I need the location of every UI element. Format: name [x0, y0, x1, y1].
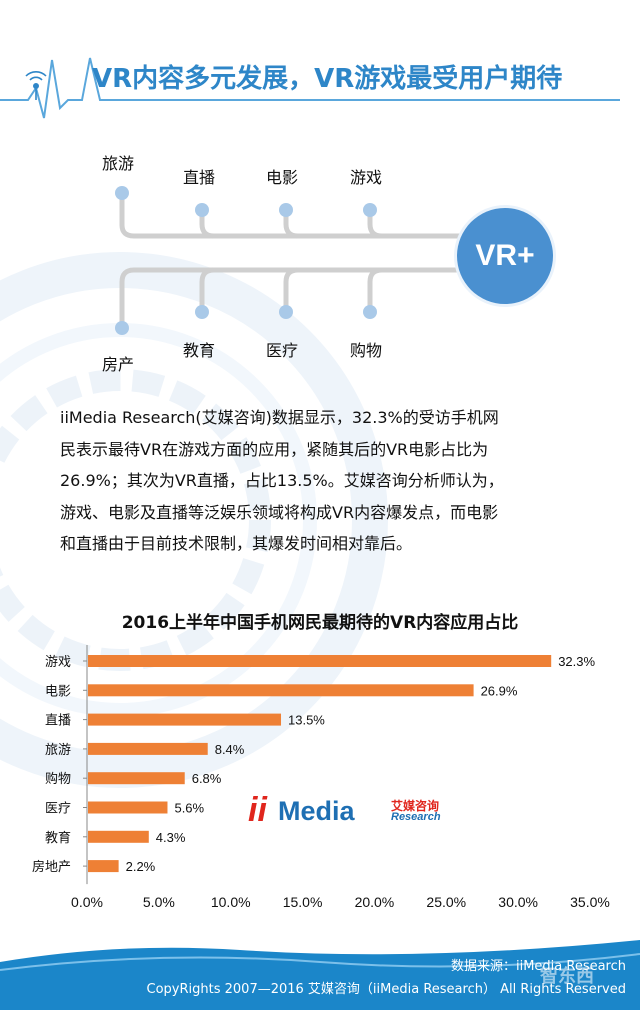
diagram-branch-bottom-3 [283, 267, 301, 315]
paragraph-line: 26.9%；其次为VR直播，占比13.5%。艾媒咨询分析师认为， [60, 471, 504, 490]
value-label: 26.9% [481, 683, 518, 698]
node-label-travel: 旅游 [102, 154, 135, 173]
bar [88, 713, 282, 726]
x-tick-label: 15.0% [283, 894, 323, 910]
diagram-branch-top-4 [367, 207, 385, 239]
value-label: 13.5% [288, 713, 325, 728]
category-label: 电影 [45, 684, 71, 699]
diagram-branch-bottom-4 [367, 267, 385, 315]
category-label: 医疗 [45, 802, 71, 817]
diagram-branch-top-3 [283, 207, 301, 239]
category-label: 购物 [45, 771, 71, 787]
node-dot-travel [115, 186, 129, 200]
watermark: 智东西 [540, 966, 594, 987]
x-tick-label: 25.0% [426, 894, 466, 910]
node-label-game: 游戏 [350, 168, 383, 187]
category-label: 游戏 [45, 655, 71, 670]
x-tick-label: 5.0% [143, 894, 175, 910]
vr-hub-circle: VR+ [457, 208, 553, 304]
logo-media: Media [278, 796, 355, 826]
logo-ii: ii [248, 791, 267, 829]
x-tick-label: 0.0% [71, 894, 103, 910]
node-dot-movie [279, 203, 293, 217]
node-label-realestate: 房产 [102, 355, 135, 374]
logo-cn: 艾媒咨询 [391, 799, 440, 813]
node-dot-live [195, 203, 209, 217]
copyright: CopyRights 2007—2016 艾媒咨询（iiMedia Resear… [146, 982, 626, 997]
node-dot-realestate [115, 321, 129, 335]
value-label: 6.8% [192, 771, 222, 786]
x-tick-label: 35.0% [570, 894, 610, 910]
chart-title: 2016上半年中国手机网民最期待的VR内容应用占比 [121, 613, 519, 633]
diagram-branch-top-2 [199, 207, 217, 239]
value-label: 4.3% [156, 830, 186, 845]
bar [88, 742, 208, 755]
diagram-trunk-top [119, 192, 463, 239]
diagram-trunk-bottom [119, 267, 463, 331]
paragraph-line: iiMedia Research(艾媒咨询)数据显示，32.3%的受访手机网 [60, 408, 499, 427]
node-label-shopping: 购物 [350, 341, 383, 360]
bar [88, 684, 474, 697]
bar [88, 860, 119, 873]
node-dot-education [195, 305, 209, 319]
category-label: 房地产 [32, 859, 71, 875]
node-dot-shopping [363, 305, 377, 319]
node-label-education: 教育 [183, 341, 216, 360]
bar [88, 772, 185, 785]
x-tick-label: 10.0% [211, 894, 251, 910]
node-label-movie: 电影 [266, 168, 299, 187]
x-tick-label: 30.0% [498, 894, 538, 910]
category-label: 旅游 [45, 743, 71, 758]
page-title: VR内容多元发展，VR游戏最受用户期待 [92, 64, 563, 94]
x-tick-label: 20.0% [355, 894, 395, 910]
paragraph-line: 民表示最待VR在游戏方面的应用，紧随其后的VR电影占比为 [60, 439, 489, 459]
category-label: 直播 [45, 714, 71, 729]
node-dot-medical [279, 305, 293, 319]
bar [88, 801, 168, 814]
paragraph-line: 游戏、电影及直播等泛娱乐领域将构成VR内容爆发点，而电影 [60, 502, 499, 522]
vr-diagram [115, 186, 463, 335]
bar-chart: 游戏 32.3% 电影 26.9% 直播 13.5% 旅游 8.4% 购物 6.8% 医疗 5.6% 教… [32, 645, 610, 910]
analysis-paragraph: iiMedia Research(艾媒咨询)数据显示，32.3%的受访手机网 民… [60, 402, 590, 560]
value-label: 8.4% [215, 742, 245, 757]
footer-band [0, 940, 640, 1010]
paragraph-line: 和直播由于目前技术限制，其爆发时间相对靠后。 [60, 534, 413, 553]
node-label-live: 直播 [183, 168, 216, 187]
value-label: 5.6% [174, 801, 204, 816]
diagram-branch-bottom-2 [199, 267, 217, 315]
bar [88, 655, 552, 667]
logo-en: Research [391, 811, 441, 823]
value-label: 32.3% [558, 654, 595, 669]
bar [88, 830, 149, 843]
node-dot-game [363, 203, 377, 217]
data-source: 数据来源：iiMedia Research [450, 959, 626, 974]
node-label-medical: 医疗 [266, 341, 299, 360]
value-label: 2.2% [126, 859, 156, 874]
category-label: 教育 [45, 830, 71, 846]
